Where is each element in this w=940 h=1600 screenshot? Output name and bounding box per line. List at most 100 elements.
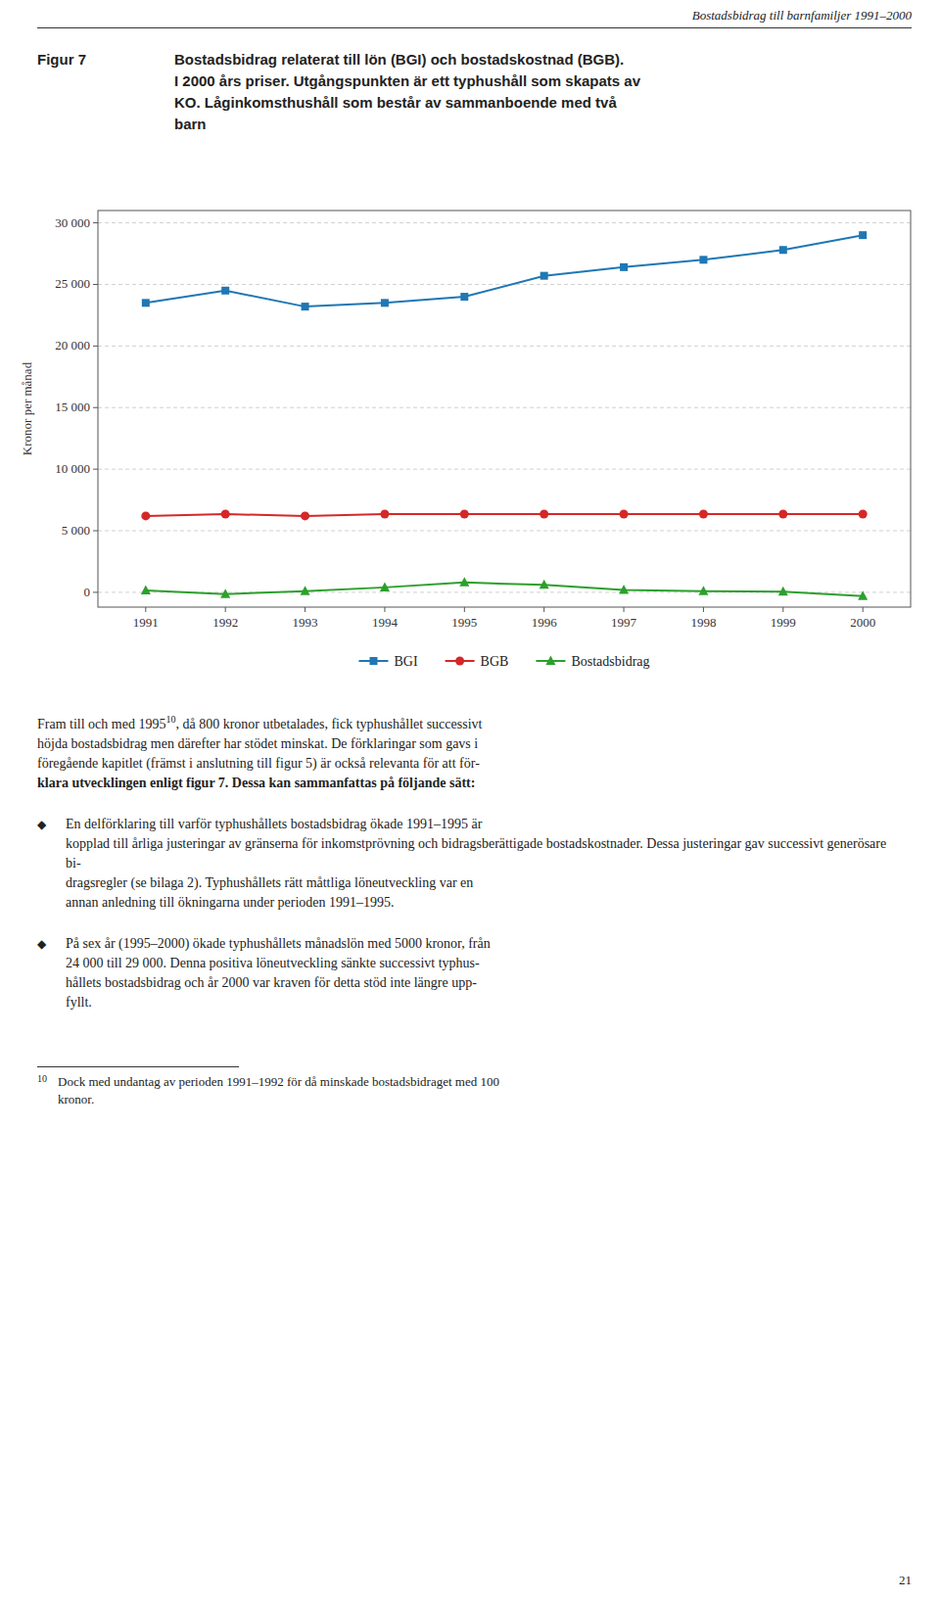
- data-point: [460, 292, 469, 301]
- x-tick-label: 1993: [292, 614, 319, 630]
- caption-text: barn: [174, 115, 207, 133]
- body-line: annan anledning till ökningarna under pe…: [65, 893, 903, 913]
- y-tick-label: 30 000: [54, 215, 91, 231]
- data-point: [618, 584, 629, 595]
- bullet-text: En delförklaring till varför typhushålle…: [65, 814, 903, 913]
- superscript: 10: [165, 713, 176, 725]
- data-point: [778, 510, 788, 519]
- figure-number: Figur 7: [37, 50, 87, 68]
- body-line: klara utvecklingen enligt figur 7. Dessa…: [37, 773, 903, 794]
- body-text-run: fyllt.: [65, 994, 93, 1010]
- x-tick-label: 1996: [531, 614, 559, 630]
- footnote-line: kronor.: [57, 1090, 903, 1109]
- bullet-item: ◆ En delförklaring till varför typhushåll…: [37, 814, 903, 913]
- grid-line: [97, 222, 911, 224]
- x-tick: [782, 607, 784, 612]
- y-tick-label: 15 000: [54, 399, 91, 415]
- y-tick-label: 20 000: [54, 337, 91, 353]
- footnote-row: 10 Dock med undantag av perioden 1991–199…: [37, 1073, 903, 1109]
- footnote-text-run: kronor.: [57, 1091, 94, 1107]
- grid-line: [97, 345, 911, 347]
- series-line: [145, 514, 863, 517]
- x-tick: [383, 607, 385, 612]
- footnote-text: Dock med undantag av perioden 1991–1992 …: [57, 1073, 903, 1109]
- data-point: [141, 585, 151, 596]
- x-tick: [703, 607, 705, 612]
- y-axis-label: Kronor per månad: [19, 361, 35, 456]
- footnote-line: Dock med undantag av perioden 1991–1992 …: [57, 1073, 903, 1091]
- body-text-run: På sex år (1995–2000) ökade typhushållet…: [65, 936, 491, 951]
- bullet-mark: ◆: [37, 817, 47, 832]
- bullet-text: På sex år (1995–2000) ökade typhushållet…: [65, 934, 903, 1013]
- data-point: [778, 586, 789, 597]
- body-line: Fram till och med 199510, då 800 kronor …: [37, 714, 903, 735]
- x-tick-label: 1998: [690, 614, 716, 630]
- body-line: höjda bostadsbidrag men därefter har stö…: [37, 734, 903, 754]
- series-line: [145, 582, 863, 597]
- data-point: [379, 510, 389, 519]
- data-point: [380, 298, 389, 307]
- legend-marker: [455, 657, 465, 666]
- legend-label: BGI: [393, 654, 418, 669]
- data-point: [779, 245, 788, 254]
- grid-line: [97, 469, 911, 470]
- x-tick: [862, 607, 864, 612]
- legend-marker: [545, 656, 556, 666]
- data-point: [857, 590, 868, 601]
- body-line: dragsregler (se bilaga 2). Typhushållets…: [65, 873, 903, 893]
- data-point: [220, 588, 231, 599]
- caption-line: barn: [174, 115, 207, 133]
- body-text-run: kopplad till årliga justeringar av gräns…: [65, 836, 887, 871]
- data-point: [858, 510, 868, 519]
- body-text-run: 24 000 till 29 000. Denna positiva löneu…: [65, 955, 480, 971]
- y-tick-label: 25 000: [54, 276, 91, 291]
- bullet-symbol: ◆: [37, 934, 66, 1013]
- plot-frame: [97, 210, 911, 608]
- body-line: 24 000 till 29 000. Denna positiva löneu…: [65, 953, 903, 974]
- data-point: [221, 510, 231, 519]
- caption-text: Bostadsbidrag relaterat till lön (BGI) o…: [174, 50, 624, 68]
- body-text-run: hållets bostadsbidrag och år 2000 var kr…: [65, 975, 477, 990]
- header-text: Bostadsbidrag till barnfamiljer 1991–200…: [692, 7, 912, 23]
- footnote-text-run: Dock med undantag av perioden 1991–1992 …: [57, 1074, 500, 1089]
- x-tick-label: 1997: [611, 614, 638, 630]
- body-text-run: En delförklaring till varför typhushålle…: [65, 816, 482, 832]
- data-point: [699, 255, 707, 264]
- data-point: [459, 576, 470, 587]
- data-point: [539, 579, 550, 590]
- body-text-run: höjda bostadsbidrag men därefter har stö…: [37, 736, 478, 752]
- grid-line: [97, 283, 911, 285]
- data-point: [699, 510, 708, 519]
- body-text: Fram till och med 199510, då 800 kronor …: [37, 714, 903, 1109]
- bullet-mark: ◆: [37, 937, 47, 951]
- x-tick: [304, 607, 306, 612]
- x-tick: [464, 607, 466, 612]
- caption-text: KO. Låginkomsthushåll som består av samm…: [174, 94, 617, 111]
- data-point: [221, 286, 230, 295]
- y-tick: [93, 469, 98, 470]
- data-point: [858, 231, 867, 239]
- page-header: Bostadsbidrag till barnfamiljer 1991–200…: [692, 7, 912, 24]
- superscript: 10: [37, 1073, 47, 1084]
- legend-marker: [369, 657, 377, 665]
- body-text-run: klara utvecklingen enligt figur 7. Dessa…: [37, 775, 475, 791]
- y-tick: [93, 407, 98, 409]
- footnote-marker: 10: [37, 1073, 58, 1109]
- x-tick: [144, 607, 146, 612]
- x-tick: [623, 607, 625, 612]
- body-line: föregående kapitlet (främst i anslutning…: [37, 753, 903, 774]
- y-tick: [93, 283, 98, 285]
- header-rule: [37, 27, 912, 29]
- caption-line: Bostadsbidrag relaterat till lön (BGI) o…: [174, 50, 624, 68]
- data-point: [379, 581, 390, 592]
- legend: BGIBGBBostadsbidrag: [358, 654, 650, 669]
- bullet-symbol: ◆: [37, 814, 66, 913]
- body-text-run: , då 800 kronor utbetalades, fick typhus…: [175, 716, 482, 732]
- y-tick-label: 5 000: [61, 522, 91, 538]
- x-tick-label: 1991: [133, 614, 159, 630]
- caption-text: I 2000 års priser. Utgångspunkten är ett…: [174, 72, 641, 90]
- y-tick: [93, 222, 98, 224]
- legend-label: BGB: [480, 654, 510, 669]
- chart: 05 00010 00015 00020 00025 00030 0001991…: [0, 195, 940, 696]
- page-number: 21: [898, 1572, 912, 1589]
